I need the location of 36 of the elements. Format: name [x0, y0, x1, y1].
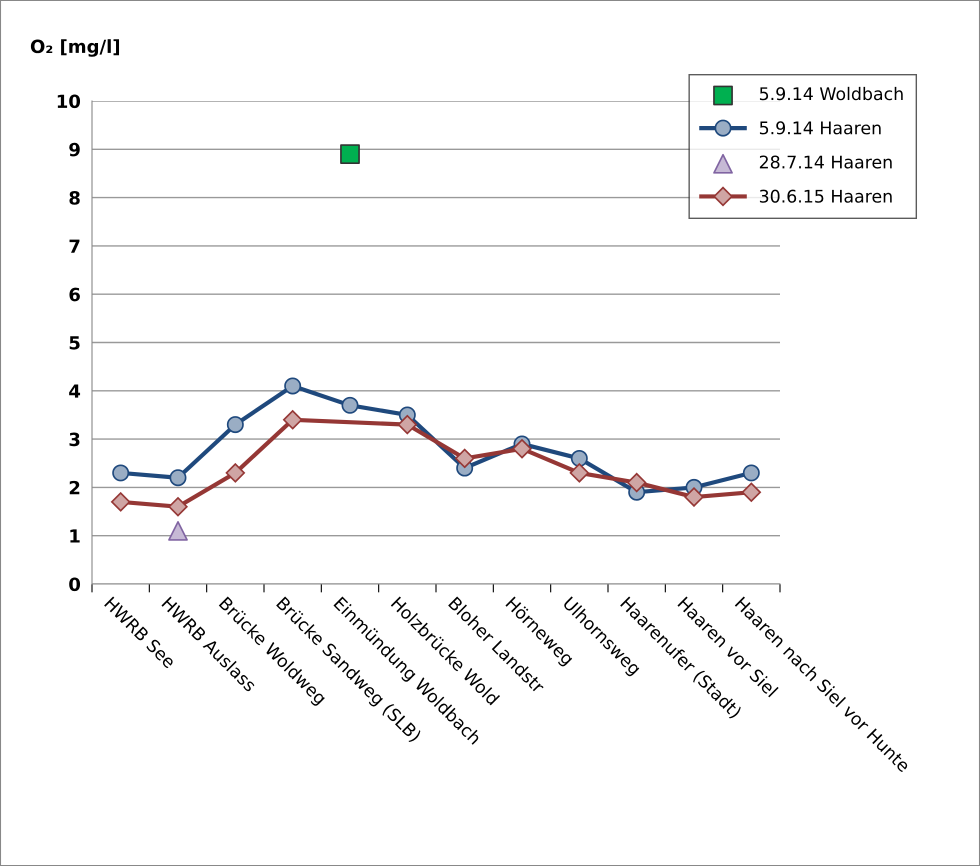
point: [570, 463, 590, 483]
y-tick-label: 0: [69, 577, 80, 592]
point: [226, 416, 244, 434]
point: [340, 144, 360, 164]
y-tick-label: 3: [70, 432, 80, 446]
y-tick-label: 9: [69, 142, 80, 156]
point: [284, 377, 302, 394]
point: [684, 487, 704, 507]
y-tick-label: 4: [69, 384, 80, 398]
point: [112, 464, 130, 482]
y-tick-label: 5: [70, 336, 80, 350]
point: [168, 520, 188, 541]
point: [342, 396, 358, 414]
point: [512, 439, 532, 458]
legend-label: 28.7.14 Haaren: [760, 155, 892, 169]
point: [170, 469, 186, 486]
y-tick-label: 7: [70, 240, 80, 253]
point: [626, 472, 646, 492]
y-tick-label: 10: [58, 94, 80, 108]
point: [570, 450, 588, 467]
point: [742, 464, 760, 482]
point: [226, 463, 246, 483]
legend-label: 30.6.15 Haaren: [760, 190, 892, 203]
point: [454, 448, 474, 468]
y-tick-label: 8: [69, 191, 80, 205]
point: [282, 410, 302, 430]
point: [168, 497, 188, 516]
point: [398, 414, 418, 434]
legend-label: 5.9.14 Woldbach: [760, 86, 903, 100]
legend-label: 5.9.14 Haaren: [760, 121, 881, 134]
y-tick-label: 2: [70, 480, 80, 494]
y-tick-label: 6: [69, 288, 80, 302]
y-axis-title: O₂ [mg/l]: [30, 39, 120, 57]
point: [110, 492, 130, 512]
point: [742, 482, 762, 502]
y-tick-label: 1: [70, 529, 80, 543]
